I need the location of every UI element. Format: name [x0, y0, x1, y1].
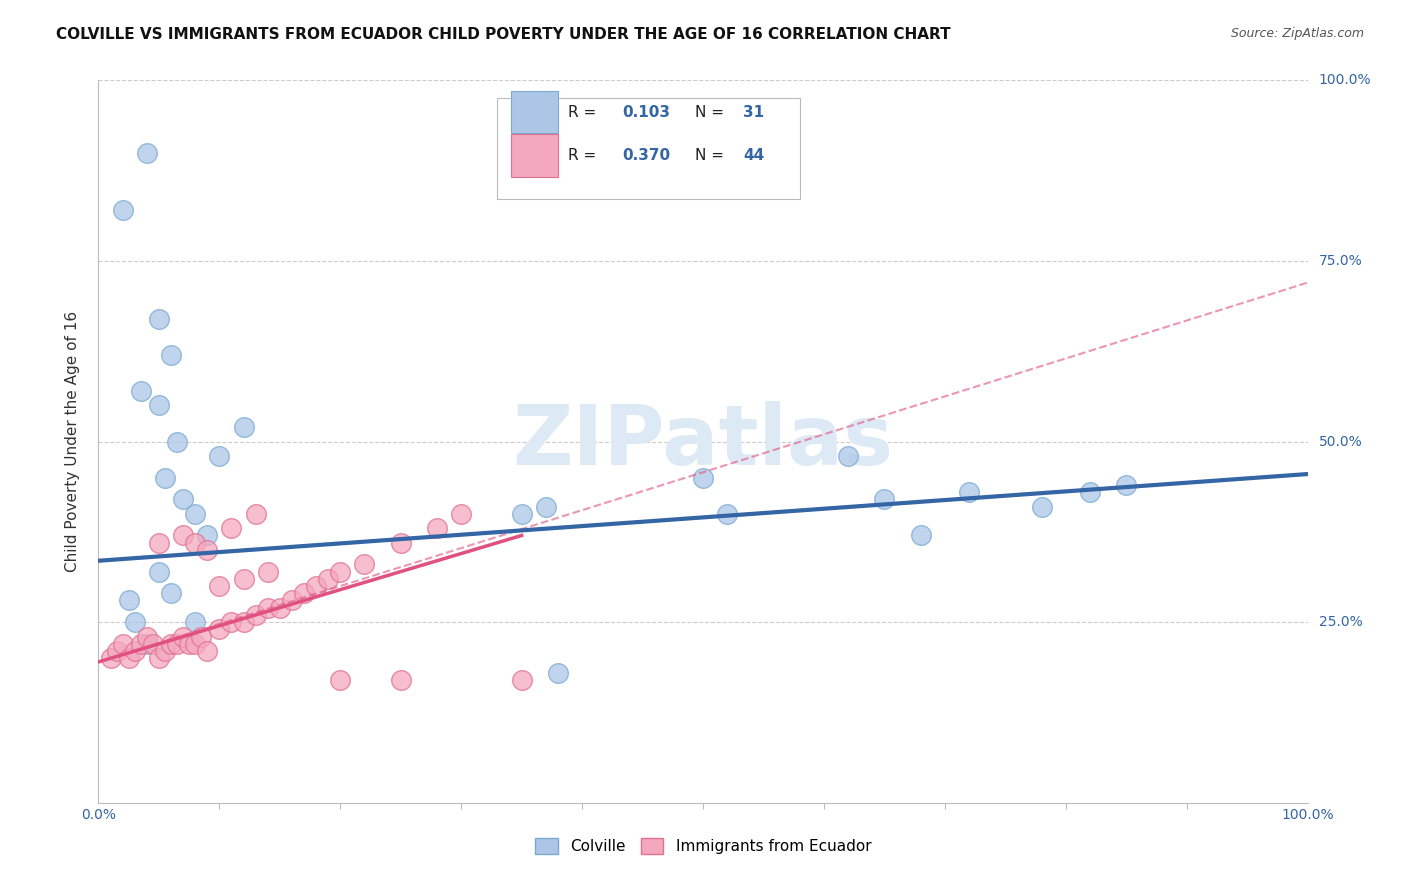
Point: [129, 384, 152, 398]
FancyBboxPatch shape: [510, 91, 558, 134]
FancyBboxPatch shape: [498, 98, 800, 200]
Point: [232, 420, 254, 434]
Point: [172, 492, 194, 507]
Point: [172, 630, 194, 644]
Point: [232, 615, 254, 630]
Point: [256, 600, 278, 615]
Point: [353, 558, 375, 572]
Point: [160, 348, 183, 362]
Point: [329, 565, 352, 579]
Point: [160, 586, 183, 600]
Point: [124, 644, 146, 658]
Text: R =: R =: [568, 148, 596, 163]
Point: [692, 470, 714, 484]
Legend: Colville, Immigrants from Ecuador: Colville, Immigrants from Ecuador: [529, 832, 877, 860]
Point: [716, 507, 738, 521]
Point: [426, 521, 449, 535]
Point: [208, 579, 231, 593]
Point: [305, 579, 328, 593]
Text: 0.370: 0.370: [621, 148, 671, 163]
Point: [179, 637, 201, 651]
Point: [910, 528, 932, 542]
Point: [118, 651, 141, 665]
Point: [837, 449, 859, 463]
Point: [221, 521, 243, 535]
Point: [281, 593, 304, 607]
Point: [148, 651, 170, 665]
Point: [118, 593, 141, 607]
Point: [510, 507, 533, 521]
Point: [142, 637, 165, 651]
Point: [148, 398, 170, 412]
Point: [534, 500, 557, 514]
Point: [389, 673, 412, 687]
Point: [292, 586, 315, 600]
Point: [208, 449, 231, 463]
Point: [1115, 478, 1137, 492]
Point: [1078, 485, 1101, 500]
Point: [153, 470, 176, 484]
Text: 50.0%: 50.0%: [1319, 434, 1362, 449]
Text: N =: N =: [695, 104, 724, 120]
Point: [957, 485, 980, 500]
Point: [111, 203, 134, 218]
Point: [129, 637, 152, 651]
Point: [184, 535, 207, 549]
Text: 75.0%: 75.0%: [1319, 254, 1362, 268]
Point: [547, 665, 569, 680]
Text: R =: R =: [568, 104, 596, 120]
Point: [195, 542, 218, 557]
Point: [111, 637, 134, 651]
Point: [166, 434, 188, 449]
Text: 25.0%: 25.0%: [1319, 615, 1362, 629]
Point: [184, 507, 207, 521]
Text: ZIPatlas: ZIPatlas: [513, 401, 893, 482]
Text: N =: N =: [695, 148, 724, 163]
Point: [172, 528, 194, 542]
Point: [148, 565, 170, 579]
Point: [124, 615, 146, 630]
Point: [329, 673, 352, 687]
Text: 44: 44: [742, 148, 763, 163]
Point: [389, 535, 412, 549]
Point: [190, 630, 212, 644]
Point: [450, 507, 472, 521]
Point: [256, 565, 278, 579]
Point: [135, 145, 157, 160]
Text: 31: 31: [742, 104, 763, 120]
Point: [184, 637, 207, 651]
Text: 100.0%: 100.0%: [1319, 73, 1371, 87]
Point: [245, 607, 267, 622]
Point: [184, 615, 207, 630]
Point: [105, 644, 128, 658]
Point: [1031, 500, 1053, 514]
Point: [135, 630, 157, 644]
Point: [148, 535, 170, 549]
Text: COLVILLE VS IMMIGRANTS FROM ECUADOR CHILD POVERTY UNDER THE AGE OF 16 CORRELATIO: COLVILLE VS IMMIGRANTS FROM ECUADOR CHIL…: [56, 27, 950, 42]
Point: [148, 311, 170, 326]
Point: [166, 637, 188, 651]
Point: [135, 637, 157, 651]
Point: [195, 528, 218, 542]
Y-axis label: Child Poverty Under the Age of 16: Child Poverty Under the Age of 16: [65, 311, 80, 572]
Point: [160, 637, 183, 651]
Point: [232, 572, 254, 586]
Point: [153, 644, 176, 658]
FancyBboxPatch shape: [510, 134, 558, 177]
Point: [221, 615, 243, 630]
Text: Source: ZipAtlas.com: Source: ZipAtlas.com: [1230, 27, 1364, 40]
Point: [208, 623, 231, 637]
Point: [195, 644, 218, 658]
Point: [873, 492, 896, 507]
Point: [100, 651, 122, 665]
Point: [269, 600, 291, 615]
Point: [510, 673, 533, 687]
Text: 0.103: 0.103: [621, 104, 671, 120]
Point: [316, 572, 339, 586]
Point: [245, 507, 267, 521]
